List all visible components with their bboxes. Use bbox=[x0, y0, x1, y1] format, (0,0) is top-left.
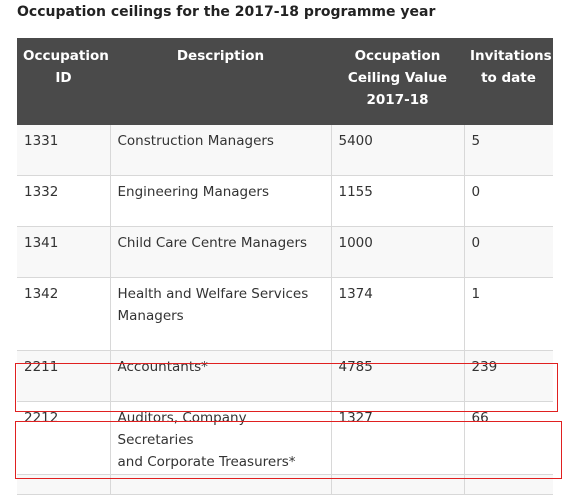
cell-description: Construction Managers bbox=[110, 125, 332, 176]
cell-occupation-id: 1341 bbox=[17, 226, 111, 278]
cell-description: Accountants* bbox=[110, 350, 332, 402]
cell-invitations: 1 bbox=[464, 277, 553, 351]
cell-invitations: 5 bbox=[464, 125, 553, 176]
cell-ceiling-value: 4785 bbox=[331, 350, 465, 402]
cell-invitations bbox=[464, 474, 553, 495]
cell-invitations: 239 bbox=[464, 350, 553, 402]
cell-invitations: 0 bbox=[464, 175, 553, 227]
occupation-ceilings-table: Occupation ID Description Occupation Cei… bbox=[17, 38, 553, 495]
cell-occupation-id: 2211 bbox=[17, 350, 111, 402]
cell-description: Child Care Centre Managers bbox=[110, 226, 332, 278]
cell-occupation-id: 1331 bbox=[17, 125, 111, 176]
table-header-row: Occupation ID Description Occupation Cei… bbox=[17, 38, 553, 125]
header-ceiling-value: Occupation Ceiling Value 2017-18 bbox=[331, 38, 464, 125]
cell-ceiling-value bbox=[331, 474, 465, 495]
cell-description bbox=[110, 474, 332, 495]
table-row: 1342 Health and Welfare Services Manager… bbox=[17, 277, 553, 351]
cell-description: Health and Welfare Services Managers bbox=[110, 277, 332, 351]
cell-occupation-id: 2212 bbox=[17, 401, 111, 475]
table-row: 1332 Engineering Managers 1155 0 bbox=[17, 175, 553, 227]
cell-invitations: 0 bbox=[464, 226, 553, 278]
cell-ceiling-value: 1374 bbox=[331, 277, 465, 351]
cell-occupation-id bbox=[17, 474, 111, 495]
header-invitations: Invitations to date bbox=[464, 38, 553, 125]
cell-occupation-id: 1332 bbox=[17, 175, 111, 227]
table-row bbox=[17, 474, 553, 495]
cell-ceiling-value: 1155 bbox=[331, 175, 465, 227]
cell-ceiling-value: 5400 bbox=[331, 125, 465, 176]
cell-ceiling-value: 1000 bbox=[331, 226, 465, 278]
table-caption: Occupation ceilings for the 2017-18 prog… bbox=[17, 4, 436, 20]
table-row: 2212 Auditors, Company Secretaries and C… bbox=[17, 401, 553, 475]
cell-ceiling-value: 1327 bbox=[331, 401, 465, 475]
header-occupation-id: Occupation ID bbox=[17, 38, 110, 125]
table-row: 2211 Accountants* 4785 239 bbox=[17, 350, 553, 402]
table-row: 1331 Construction Managers 5400 5 bbox=[17, 125, 553, 176]
cell-occupation-id: 1342 bbox=[17, 277, 111, 351]
cell-description: Auditors, Company Secretaries and Corpor… bbox=[110, 401, 332, 475]
cell-invitations: 66 bbox=[464, 401, 553, 475]
cell-description: Engineering Managers bbox=[110, 175, 332, 227]
table-row: 1341 Child Care Centre Managers 1000 0 bbox=[17, 226, 553, 278]
header-description: Description bbox=[110, 38, 331, 125]
